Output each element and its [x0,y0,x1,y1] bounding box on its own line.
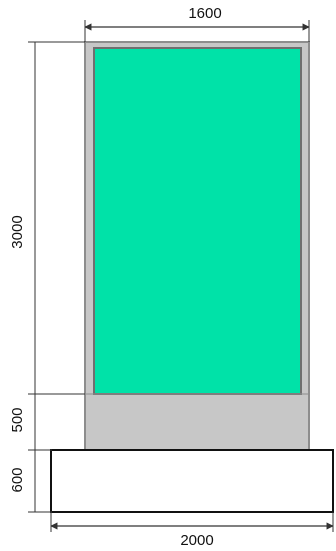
top-width-label: 1600 [188,5,221,22]
base-height-label: 500 [9,407,26,432]
panel-height-label: 3000 [9,215,26,248]
display-panel [93,47,302,395]
foundation-block [50,449,334,513]
foundation-height-label: 600 [9,467,26,492]
bottom-width-label: 2000 [180,532,213,549]
